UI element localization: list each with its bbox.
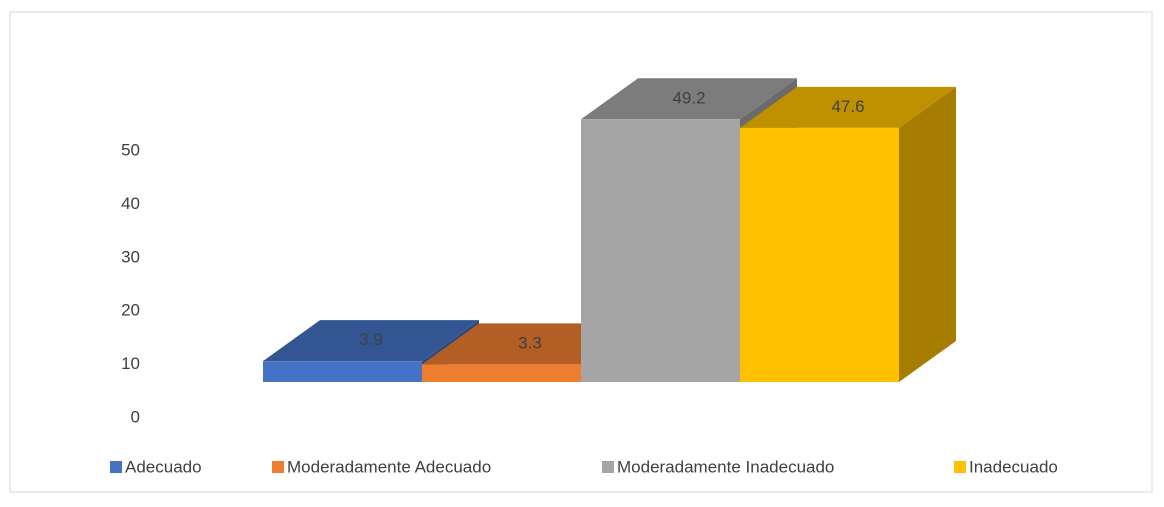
legend-swatch xyxy=(272,461,284,473)
data-label: 3.3 xyxy=(518,333,542,352)
legend-label: Adecuado xyxy=(125,457,202,476)
bar-top xyxy=(263,320,479,362)
legend-label: Moderadamente Inadecuado xyxy=(617,457,834,476)
legend-swatch xyxy=(954,461,966,473)
legend-swatch xyxy=(110,461,122,473)
bar-top xyxy=(581,78,797,120)
data-label: 47.6 xyxy=(831,97,864,116)
bar xyxy=(263,361,422,382)
bar xyxy=(422,364,581,382)
bar xyxy=(581,119,740,382)
legend-label: Moderadamente Adecuado xyxy=(287,457,491,476)
data-label: 49.2 xyxy=(672,88,705,107)
y-tick-label: 40 xyxy=(121,194,140,213)
y-tick-label: 0 xyxy=(131,407,140,426)
bar xyxy=(740,127,899,382)
y-tick-label: 10 xyxy=(121,354,140,373)
y-tick-label: 50 xyxy=(121,140,140,159)
y-tick-label: 30 xyxy=(121,247,140,266)
data-label: 3.9 xyxy=(359,330,383,349)
y-tick-label: 20 xyxy=(121,301,140,320)
bar-side xyxy=(899,86,956,382)
legend-swatch xyxy=(602,461,614,473)
bar-top xyxy=(740,86,956,128)
legend-label: Inadecuado xyxy=(969,457,1058,476)
